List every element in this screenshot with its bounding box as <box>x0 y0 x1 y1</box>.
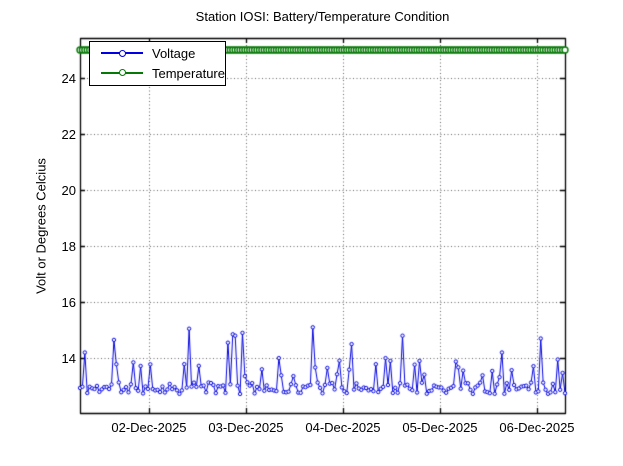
y-tick-label: 22 <box>61 126 76 142</box>
legend-label-temperature: Temperature <box>152 65 225 81</box>
y-tick-label: 16 <box>61 294 76 310</box>
legend-entry-temperature: Temperature <box>99 66 225 81</box>
x-tick-label: 04-Dec-2025 <box>305 420 381 435</box>
y-axis-label: Volt or Degrees Celcius <box>33 158 49 294</box>
legend-entry-voltage: Voltage <box>99 46 225 61</box>
x-tick-label: 03-Dec-2025 <box>208 420 284 435</box>
x-tick-label: 05-Dec-2025 <box>402 420 478 435</box>
y-tick-label: 18 <box>61 238 76 254</box>
chart-title: Station IOSI: Battery/Temperature Condit… <box>195 9 450 24</box>
legend: Voltage Temperature <box>89 41 226 86</box>
x-tick-label: 02-Dec-2025 <box>111 420 187 435</box>
y-tick-label: 14 <box>61 350 76 366</box>
legend-label-voltage: Voltage <box>152 46 196 62</box>
temperature-line-icon <box>99 67 145 80</box>
voltage-line-icon <box>99 47 145 60</box>
x-tick-label: 06-Dec-2025 <box>499 420 575 435</box>
y-tick-label: 20 <box>61 182 76 198</box>
y-tick-label: 24 <box>61 70 76 86</box>
